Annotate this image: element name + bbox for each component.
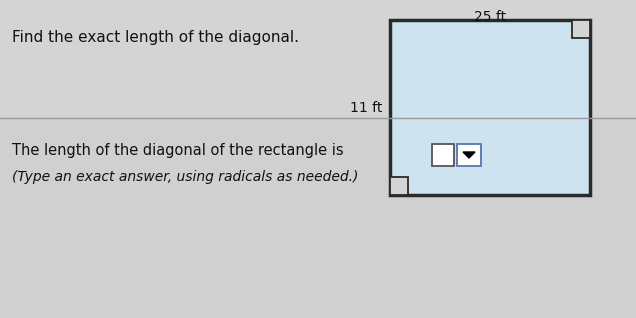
Bar bbox=[432, 144, 454, 166]
Text: The length of the diagonal of the rectangle is: The length of the diagonal of the rectan… bbox=[12, 143, 343, 158]
Bar bbox=[457, 144, 481, 166]
Text: Find the exact length of the diagonal.: Find the exact length of the diagonal. bbox=[12, 30, 299, 45]
Bar bbox=[572, 20, 590, 38]
Text: (Type an exact answer, using radicals as needed.): (Type an exact answer, using radicals as… bbox=[12, 170, 358, 184]
Bar bbox=[0, 0, 636, 118]
Bar bbox=[390, 177, 408, 195]
Bar bbox=[390, 20, 590, 195]
Polygon shape bbox=[463, 152, 475, 158]
Text: 25 ft: 25 ft bbox=[474, 10, 506, 24]
Text: 11 ft: 11 ft bbox=[350, 100, 382, 114]
Bar bbox=[0, 118, 636, 318]
